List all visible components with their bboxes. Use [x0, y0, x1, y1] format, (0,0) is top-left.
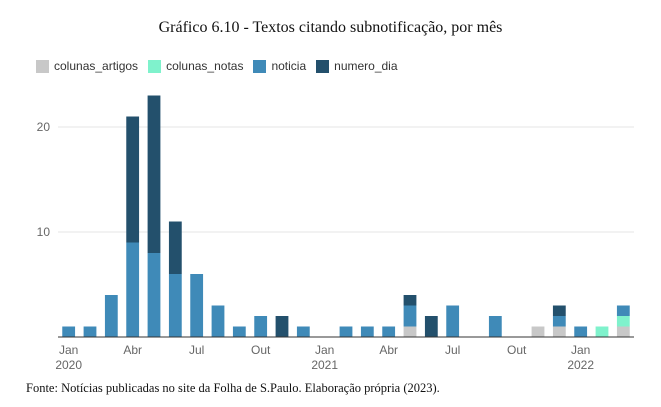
bar-colunas_notas-2022-03: [616, 316, 630, 327]
bar-colunas_artigos-2021-05: [403, 326, 417, 337]
bar-noticia-2022-01: [574, 326, 588, 337]
bar-numero_dia-2020-05: [147, 95, 161, 253]
legend-swatch: [316, 59, 330, 73]
bar-noticia-2020-05: [147, 253, 161, 337]
x-tick-label: Abr: [379, 343, 398, 357]
legend-swatch: [253, 59, 267, 73]
legend: colunas_artigos colunas_notas noticia numer…: [36, 59, 408, 73]
bar-noticia-2020-07: [190, 274, 204, 337]
x-tick-year-label: 2022: [567, 358, 594, 372]
bar-numero_dia-2020-04: [126, 116, 140, 243]
bar-noticia-2020-01: [62, 326, 76, 337]
bar-noticia-2021-03: [360, 326, 374, 337]
legend-label: noticia: [271, 59, 307, 73]
x-tick-label: Jan: [59, 343, 78, 357]
bar-colunas_artigos-2021-11: [531, 326, 545, 337]
x-tick-label: Out: [507, 343, 527, 357]
x-tick-label: Jan: [315, 343, 334, 357]
bar-numero_dia-2021-06: [424, 316, 438, 337]
bar-noticia-2022-03: [616, 305, 630, 316]
bar-numero_dia-2020-11: [275, 316, 289, 337]
bar-noticia-2020-02: [83, 326, 97, 337]
legend-item-colunas_artigos: colunas_artigos: [36, 59, 138, 73]
bar-noticia-2021-12: [552, 316, 566, 327]
bar-noticia-2021-05: [403, 305, 417, 327]
bar-noticia-2021-02: [339, 326, 353, 337]
bar-noticia-2020-06: [168, 274, 182, 337]
bar-colunas_notas-2022-02: [595, 326, 609, 337]
legend-swatch: [36, 59, 49, 73]
x-tick-label: Abr: [123, 343, 142, 357]
bar-noticia-2020-08: [211, 305, 225, 337]
bar-noticia-2021-04: [382, 326, 396, 337]
chart-title: Gráfico 6.10 - Textos citando subnotific…: [158, 19, 503, 36]
x-tick-label: Jan: [571, 343, 590, 357]
legend-item-numero_dia: numero_dia: [316, 59, 398, 73]
x-tick-year-label: 2021: [311, 358, 338, 372]
legend-swatch: [148, 59, 162, 73]
bar-noticia-2020-03: [104, 295, 118, 337]
x-tick-label: Jul: [189, 343, 204, 357]
bar-noticia-2020-10: [254, 316, 268, 337]
bar-numero_dia-2021-12: [552, 305, 566, 316]
legend-label: numero_dia: [334, 59, 398, 73]
x-tick-year-label: 2020: [55, 358, 82, 372]
legend-item-noticia: noticia: [253, 59, 306, 73]
legend-label: colunas_notas: [166, 59, 244, 73]
x-tick-label: Out: [251, 343, 271, 357]
y-tick-label: 10: [37, 225, 51, 239]
bar-noticia-2020-09: [232, 326, 246, 337]
chart-source-note: Fonte: Notícias publicadas no site da Fo…: [26, 381, 440, 395]
bar-colunas_artigos-2022-03: [616, 326, 630, 337]
bar-numero_dia-2020-06: [168, 221, 182, 274]
bar-noticia-2021-09: [488, 316, 502, 337]
bar-noticia-2020-12: [296, 326, 310, 337]
legend-item-colunas_notas: colunas_notas: [148, 59, 243, 73]
bar-colunas_artigos-2021-12: [552, 326, 566, 337]
bar-numero_dia-2021-05: [403, 295, 417, 306]
legend-label: colunas_artigos: [54, 59, 139, 73]
x-tick-label: Jul: [445, 343, 460, 357]
bar-noticia-2020-04: [126, 242, 140, 337]
bar-noticia-2021-07: [446, 305, 460, 337]
y-tick-label: 20: [37, 120, 51, 134]
